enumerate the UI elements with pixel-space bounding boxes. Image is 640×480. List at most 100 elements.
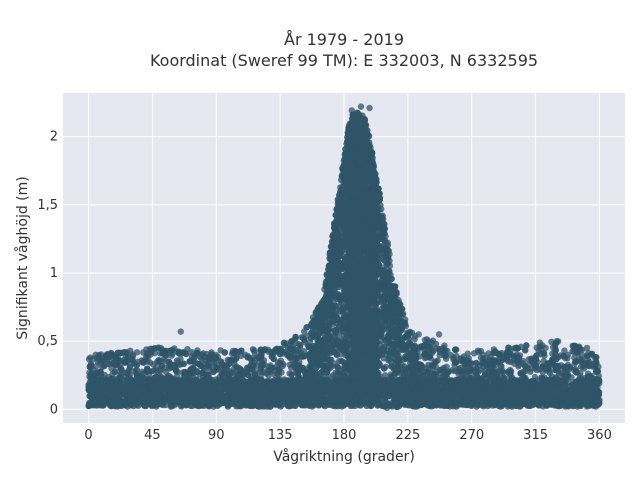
scatter-point <box>463 363 470 370</box>
scatter-point <box>100 357 107 364</box>
scatter-point <box>288 338 295 346</box>
scatter-point <box>327 292 334 299</box>
scatter-point <box>424 369 431 376</box>
scatter-point <box>380 275 387 283</box>
scatter-point <box>144 352 151 359</box>
scatter-point <box>281 339 288 346</box>
scatter-point <box>186 358 193 365</box>
scatter-point <box>308 368 316 376</box>
scatter-point <box>577 369 584 377</box>
scatter-point <box>330 372 337 379</box>
scatter-point <box>258 364 265 371</box>
scatter-point <box>233 354 240 362</box>
scatter-point <box>313 310 320 317</box>
scatter-point <box>168 352 175 359</box>
scatter-point <box>314 336 321 344</box>
scatter-points <box>85 103 603 411</box>
scatter-point <box>165 358 173 365</box>
scatter-point <box>333 227 340 234</box>
scatter-point <box>394 309 401 316</box>
scatter-point <box>221 349 228 356</box>
scatter-point <box>303 324 310 331</box>
scatter-point <box>226 370 233 378</box>
scatter-point <box>280 360 287 368</box>
scatter-point <box>288 348 296 355</box>
scatter-point <box>244 354 251 361</box>
scatter-point <box>496 351 503 358</box>
scatter-point <box>150 361 157 368</box>
scatter-point <box>429 337 437 344</box>
scatter-point <box>251 371 258 378</box>
scatter-point <box>377 267 384 274</box>
scatter-point <box>592 361 599 369</box>
scatter-point <box>381 221 388 228</box>
scatter-point <box>171 362 179 369</box>
scatter-point <box>401 363 408 370</box>
scatter-point <box>391 350 398 357</box>
scatter-point <box>382 252 389 259</box>
scatter-point <box>129 356 136 363</box>
scatter-point <box>151 345 158 352</box>
scatter-point <box>312 350 320 357</box>
scatter-point <box>204 362 212 369</box>
scatter-point <box>218 371 225 378</box>
scatter-point <box>327 364 334 371</box>
chart-title-line1: År 1979 - 2019 <box>284 30 404 49</box>
scatter-point <box>133 366 141 374</box>
scatter-point <box>288 371 295 378</box>
scatter-point <box>497 358 504 365</box>
scatter-point <box>225 360 233 368</box>
scatter-point <box>533 352 540 359</box>
scatter-point <box>437 366 444 374</box>
scatter-point <box>387 340 395 348</box>
scatter-point <box>296 342 304 349</box>
scatter-point <box>276 350 284 358</box>
scatter-point <box>398 345 405 352</box>
scatter-point <box>318 368 326 376</box>
scatter-point <box>112 368 119 375</box>
scatter-point <box>470 350 478 357</box>
scatter-point <box>407 353 415 361</box>
scatter-point <box>335 339 343 346</box>
scatter-point <box>325 266 332 273</box>
scatter-point <box>431 358 439 365</box>
scatter-point <box>431 371 438 378</box>
scatter-point <box>514 345 521 352</box>
scatter-point <box>583 344 591 352</box>
scatter-point <box>447 351 455 359</box>
scatter-point <box>561 363 568 371</box>
scatter-point <box>306 338 314 346</box>
scatter-point <box>415 331 422 338</box>
scatter-point <box>442 371 450 378</box>
scatter-point <box>574 344 581 352</box>
scatter-point <box>292 333 299 341</box>
scatter-point <box>213 366 220 373</box>
scatter-point <box>335 333 343 341</box>
scatter-point <box>429 364 436 372</box>
scatter-point <box>331 256 339 264</box>
scatter-point <box>315 331 322 338</box>
scatter-point <box>271 348 278 355</box>
scatter-point <box>205 354 212 361</box>
scatter-point <box>411 336 418 343</box>
scatter-point <box>554 362 562 370</box>
scatter-point <box>133 361 140 369</box>
scatter-point <box>291 360 299 368</box>
scatter-point <box>561 347 568 354</box>
scatter-point <box>410 347 417 354</box>
scatter-point <box>305 344 313 351</box>
chart-title-line2: Koordinat (Sweref 99 TM): E 332003, N 63… <box>150 51 538 70</box>
scatter-point <box>158 362 165 370</box>
scatter-point <box>330 348 337 355</box>
scatter-point <box>391 290 398 297</box>
scatter-point <box>333 293 340 300</box>
scatter-point <box>504 368 511 376</box>
scatter-point <box>522 363 529 370</box>
scatter-point <box>198 355 205 362</box>
scatter-point <box>265 372 272 379</box>
scatter-point <box>302 370 309 377</box>
scatter-point <box>453 352 460 360</box>
scatter-point <box>503 351 510 358</box>
scatter-point <box>452 346 459 353</box>
scatter-point <box>323 369 330 376</box>
